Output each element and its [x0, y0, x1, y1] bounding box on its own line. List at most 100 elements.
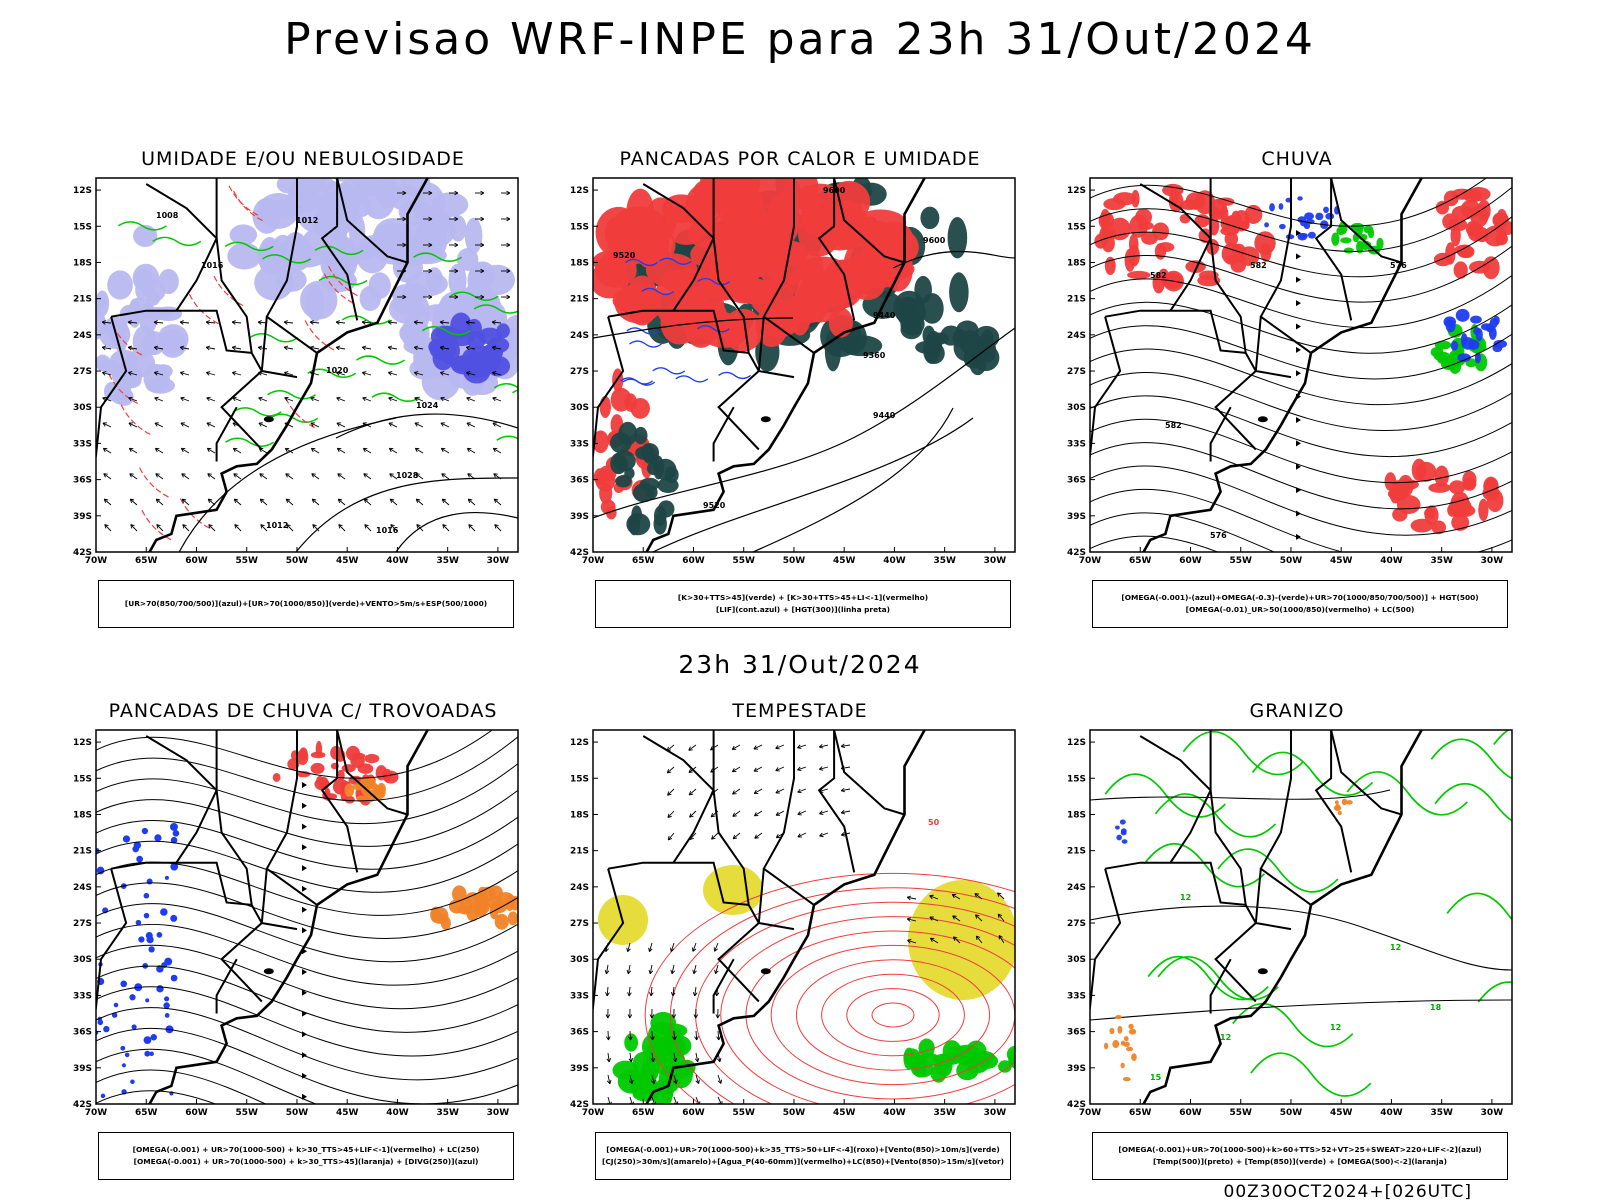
lon-tick-label: 55W [235, 1108, 258, 1118]
humidity-area [227, 243, 261, 270]
instability-area [610, 432, 631, 453]
lat-tick-label: 18S [570, 810, 589, 820]
lat-tick-label: 15S [1067, 774, 1086, 784]
divergence-dot [122, 1063, 126, 1067]
omega-area-weak [1308, 232, 1316, 239]
lon-tick-label: 55W [732, 556, 755, 566]
divergence-dot [138, 936, 144, 942]
lon-tick-label: 65W [632, 1108, 655, 1118]
lon-tick-label: 50W [1280, 1108, 1303, 1118]
lagoa-dos-patos [761, 968, 771, 974]
lat-tick-label: 24S [1067, 331, 1086, 341]
omega-area-weak [1446, 319, 1456, 332]
lat-tick-label: 39S [73, 512, 92, 522]
lon-tick-label: 35W [1430, 556, 1453, 566]
instability-area [959, 330, 980, 354]
humidity-area [349, 213, 365, 251]
contour-label: 12 [1220, 1033, 1231, 1042]
omega-500-area [1115, 1015, 1122, 1019]
lon-tick-label: 50W [783, 1108, 806, 1118]
lon-tick-label: 40W [883, 556, 906, 566]
lon-tick-label: 60W [1179, 1108, 1202, 1118]
omega-500-area [1123, 1042, 1129, 1047]
hail-area [1116, 835, 1122, 841]
contour-label: 12 [1390, 943, 1401, 952]
omega-500-area [1334, 805, 1341, 811]
divergence-dot [123, 835, 130, 842]
rain-area [1454, 261, 1468, 278]
instability-area [634, 427, 647, 444]
divergence-dot [114, 1003, 119, 1008]
lon-tick-label: 30W [984, 1108, 1007, 1118]
lat-tick-label: 36S [73, 476, 92, 486]
lat-tick-label: 30S [1067, 403, 1086, 413]
lat-tick-label: 12S [570, 186, 589, 196]
omega-area-weak [1315, 213, 1323, 221]
lon-tick-label: 55W [1229, 556, 1252, 566]
instability-area [654, 506, 667, 526]
rain-area [1449, 497, 1472, 517]
legend-box: [OMEGA(-0.001)+UR>70(1000-500)+k>60+TTS>… [1092, 1132, 1508, 1180]
humidity-area [107, 270, 133, 299]
lat-tick-label: 15S [73, 774, 92, 784]
lat-tick-label: 36S [570, 476, 589, 486]
wind-850-area [1008, 1052, 1026, 1069]
rain-area [1412, 459, 1427, 482]
weather-map: 12121812121512S15S18S21S24S27S30S33S36S3… [1090, 730, 1512, 1104]
lat-tick-label: 21S [73, 847, 92, 857]
lat-tick-label: 27S [73, 919, 92, 929]
omega-area [1376, 238, 1383, 250]
divergence-dot [165, 876, 169, 880]
wind-850-area [913, 1061, 926, 1077]
instability-area-strong [630, 398, 650, 419]
legend-line: [OMEGA(-0.001) + UR>70(1000-500) + k>30_… [133, 1144, 480, 1156]
contour-label: 1012 [266, 521, 288, 530]
rain-area [1496, 209, 1507, 229]
divergence-dot [157, 932, 163, 938]
legend-line: [OMEGA(-0.001)+UR>70(1000-500)+k>60+TTS>… [1118, 1144, 1481, 1156]
legend-line: [CJ(250)>30m/s](amarelo)+[Agua_P(40-60mm… [602, 1156, 1004, 1168]
lon-tick-label: 40W [386, 556, 409, 566]
lon-tick-label: 40W [386, 1108, 409, 1118]
divergence-dot [163, 1002, 169, 1008]
lon-tick-label: 70W [582, 556, 605, 566]
instability-area [665, 467, 679, 483]
lat-tick-label: 21S [570, 847, 589, 857]
lon-tick-label: 60W [682, 556, 705, 566]
omega-area-weak [1461, 333, 1468, 345]
divergence-dot [132, 1024, 137, 1029]
divergence-dot [147, 878, 153, 884]
lon-tick-label: 45W [1330, 1108, 1353, 1118]
lagoa-dos-patos [761, 416, 771, 422]
omega-500-area [1120, 1063, 1124, 1069]
divergence-dot [150, 1034, 156, 1040]
panel-title: CHUVA [1062, 148, 1532, 170]
contour-label: 582 [1150, 271, 1167, 280]
divergence-dot [173, 830, 180, 837]
omega-500-area [1335, 800, 1339, 804]
humidity-area [389, 293, 425, 323]
lon-tick-label: 65W [135, 556, 158, 566]
contour-label: 50 [928, 818, 940, 827]
instability-area [920, 207, 939, 230]
lat-tick-label: 12S [73, 186, 92, 196]
divergence-dot [120, 981, 127, 988]
lat-tick-label: 36S [1067, 476, 1086, 486]
lon-tick-label: 40W [1380, 1108, 1403, 1118]
divergence-dot [160, 908, 168, 916]
lat-tick-label: 12S [73, 738, 92, 748]
contour-label: 1016 [376, 526, 399, 535]
omega-area [1340, 237, 1351, 243]
omega-area [1435, 341, 1452, 350]
lon-tick-label: 30W [487, 1108, 510, 1118]
lon-tick-label: 35W [933, 1108, 956, 1118]
lat-tick-label: 15S [570, 222, 589, 232]
omega-500-area [1117, 1026, 1122, 1034]
humidity-area-high [438, 338, 460, 364]
rain-area [1094, 234, 1107, 249]
lon-tick-label: 60W [185, 556, 208, 566]
lat-tick-label: 24S [570, 331, 589, 341]
contour-label: 15 [1150, 1073, 1162, 1082]
